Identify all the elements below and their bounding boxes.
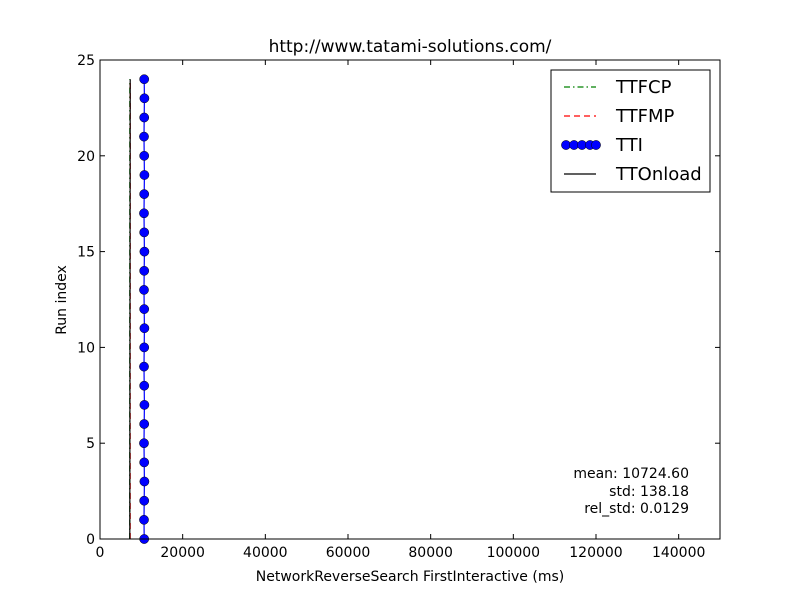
y-tick-label: 20 bbox=[77, 149, 95, 165]
data-point-tti bbox=[139, 323, 150, 334]
data-point-tti bbox=[139, 112, 150, 123]
x-tick-label: 40000 bbox=[243, 545, 288, 561]
rel-std-annotation: rel_std: 0.0129 bbox=[584, 501, 689, 517]
plot-frame bbox=[99, 59, 721, 540]
data-point-tti bbox=[139, 189, 150, 199]
x-axis-label: NetworkReverseSearch FirstInteractive (m… bbox=[256, 569, 564, 585]
legend: TTFCP TTFMP TTI TTOnload bbox=[550, 69, 711, 193]
data-point-tti bbox=[139, 208, 149, 219]
data-point-tti bbox=[139, 361, 149, 372]
x-tick-label: 0 bbox=[96, 545, 105, 561]
stats-annotation: mean: 10724.60 std: 138.18 rel_std: 0.01… bbox=[573, 466, 689, 517]
data-point-tti bbox=[139, 400, 150, 410]
data-point-tti bbox=[139, 438, 149, 449]
x-tick-label: 140000 bbox=[652, 545, 705, 561]
x-axis: 0 20000 40000 60000 80000 100000 120000 140000 bbox=[96, 60, 705, 561]
y-axis-label: Run index bbox=[54, 265, 70, 335]
data-point-tti bbox=[139, 170, 150, 180]
legend-label-tti: TTI bbox=[615, 135, 643, 156]
data-point-tti bbox=[139, 150, 150, 161]
data-point-tti bbox=[139, 74, 150, 85]
y-tick-label: 25 bbox=[77, 53, 95, 69]
x-tick-label: 60000 bbox=[326, 545, 371, 561]
data-point-tti bbox=[139, 227, 150, 238]
std-annotation: std: 138.18 bbox=[609, 484, 689, 500]
chart-title: http://www.tatami-solutions.com/ bbox=[269, 37, 552, 57]
x-tick-label: 100000 bbox=[487, 545, 540, 561]
data-point-tti bbox=[139, 476, 150, 487]
data-point-tti bbox=[139, 514, 149, 525]
y-tick-label: 10 bbox=[77, 340, 95, 356]
y-tick-label: 15 bbox=[77, 245, 95, 261]
y-axis: 0 5 10 15 20 25 bbox=[77, 53, 720, 548]
x-tick-label: 120000 bbox=[569, 545, 622, 561]
plot-area bbox=[129, 74, 150, 544]
x-tick-label: 20000 bbox=[160, 545, 205, 561]
data-point-tti bbox=[139, 419, 150, 429]
data-point-tti bbox=[139, 265, 150, 276]
legend-label-ttfcp: TTFCP bbox=[615, 77, 672, 98]
data-point-tti bbox=[139, 304, 150, 314]
data-point-tti bbox=[139, 495, 150, 506]
legend-box bbox=[550, 69, 711, 193]
data-point-tti bbox=[139, 285, 149, 295]
data-point-tti bbox=[139, 93, 150, 104]
y-tick-label: 5 bbox=[86, 436, 95, 452]
data-point-tti bbox=[139, 131, 149, 142]
data-point-tti bbox=[139, 380, 150, 391]
data-point-tti bbox=[139, 457, 150, 468]
y-tick-label: 0 bbox=[86, 532, 95, 548]
data-point-tti bbox=[139, 246, 150, 257]
data-point-tti bbox=[139, 342, 150, 353]
legend-label-ttfmp: TTFMP bbox=[615, 106, 675, 127]
legend-label-ttonload: TTOnload bbox=[615, 164, 702, 185]
legend-marker-tti bbox=[591, 140, 601, 150]
mean-annotation: mean: 10724.60 bbox=[573, 466, 689, 482]
x-tick-label: 80000 bbox=[408, 545, 453, 561]
